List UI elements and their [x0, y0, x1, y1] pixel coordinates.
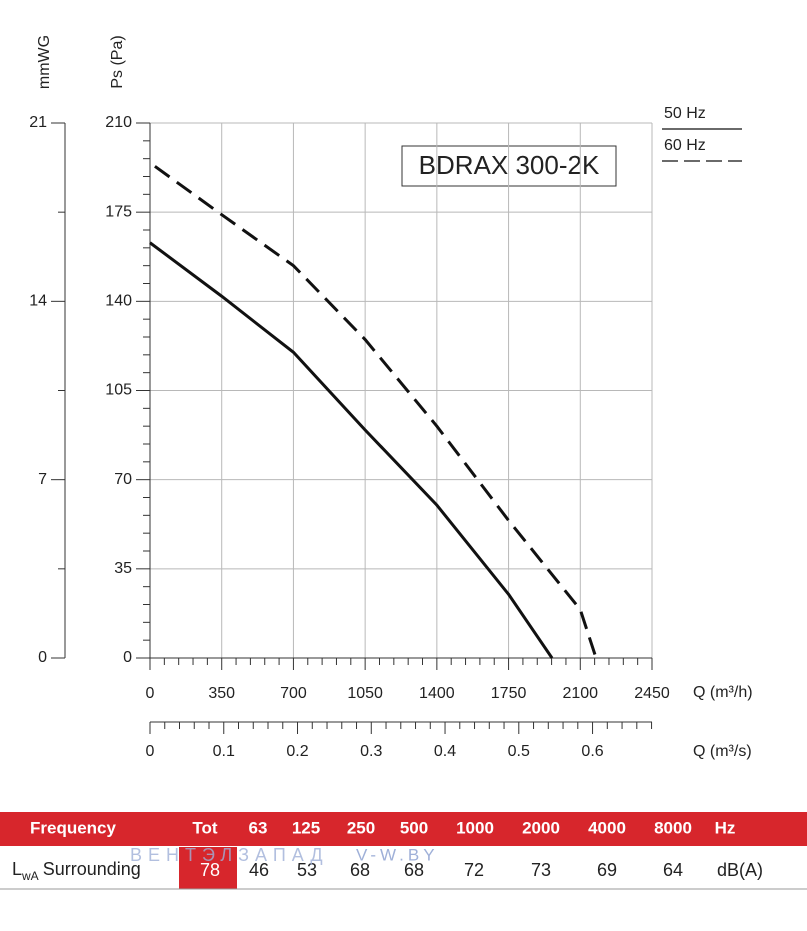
x2-axis-label: Q (m³/s) — [693, 743, 752, 760]
table-value: 68 — [350, 860, 370, 880]
x2-tick-label: 0 — [146, 743, 155, 760]
table-header: 1000 — [456, 818, 494, 837]
table-header: 4000 — [588, 818, 626, 837]
legend-label: 50 Hz — [664, 105, 706, 122]
y-tick-label: 210 — [105, 114, 132, 131]
table-value: 68 — [404, 860, 424, 880]
table-unit: dB(A) — [717, 860, 763, 880]
watermark: ВЕНТЭЛЗАПАД — [130, 845, 329, 865]
total-cell — [179, 847, 237, 889]
x-tick-label: 0 — [146, 685, 155, 702]
x2-tick-label: 0.6 — [581, 743, 603, 760]
x-tick-label: 2450 — [634, 685, 670, 702]
table-value: 64 — [663, 860, 683, 880]
row-label-part: L — [12, 859, 22, 879]
table-header: 250 — [347, 818, 375, 837]
y2-axis-label: mmWG — [36, 35, 53, 89]
x2-tick-label: 0.4 — [434, 743, 456, 760]
table-header: 125 — [292, 818, 320, 837]
table-value: 73 — [531, 860, 551, 880]
legend-label: 60 Hz — [664, 137, 706, 154]
y2-tick-label: 7 — [38, 471, 47, 488]
table-value: 53 — [297, 860, 317, 880]
x-tick-label: 1050 — [347, 685, 383, 702]
x-axis-label: Q (m³/h) — [693, 684, 753, 701]
table-header: Tot — [192, 818, 218, 837]
x-tick-label: 2100 — [562, 685, 598, 702]
table-header: 500 — [400, 818, 428, 837]
y2-tick-label: 21 — [29, 114, 47, 131]
x-tick-label: 1400 — [419, 685, 455, 702]
x2-tick-label: 0.1 — [213, 743, 235, 760]
table-value: 72 — [464, 860, 484, 880]
table-value: 69 — [597, 860, 617, 880]
table-header: 8000 — [654, 818, 692, 837]
watermark: V-W.BY — [356, 845, 439, 864]
x-tick-label: 700 — [280, 685, 307, 702]
curve — [154, 165, 598, 659]
x-tick-label: 1750 — [491, 685, 527, 702]
chart-title: BDRAX 300-2K — [419, 150, 600, 180]
table-value: 78 — [200, 860, 220, 880]
table-header-band — [0, 812, 807, 846]
y2-tick-label: 0 — [38, 649, 47, 666]
x2-tick-label: 0.2 — [286, 743, 308, 760]
y-tick-label: 70 — [114, 471, 132, 488]
row-label: LwA Surrounding — [12, 859, 141, 883]
y-tick-label: 140 — [105, 293, 132, 310]
row-label-part: Surrounding — [43, 859, 141, 879]
y2-tick-label: 14 — [29, 293, 47, 310]
curve — [149, 241, 554, 659]
table-header: 2000 — [522, 818, 560, 837]
row-label-part: wA — [21, 869, 39, 883]
y-axis-label: Ps (Pa) — [109, 35, 126, 88]
x2-tick-label: 0.5 — [508, 743, 530, 760]
x2-tick-label: 0.3 — [360, 743, 382, 760]
table-value: 46 — [249, 860, 269, 880]
table-header: Hz — [715, 818, 736, 837]
y-tick-label: 105 — [105, 382, 132, 399]
y-tick-label: 0 — [123, 649, 132, 666]
table-header: 63 — [249, 818, 268, 837]
y-tick-label: 175 — [105, 203, 132, 220]
table-header: Frequency — [30, 818, 117, 837]
x-tick-label: 350 — [208, 685, 235, 702]
y-tick-label: 35 — [114, 560, 132, 577]
